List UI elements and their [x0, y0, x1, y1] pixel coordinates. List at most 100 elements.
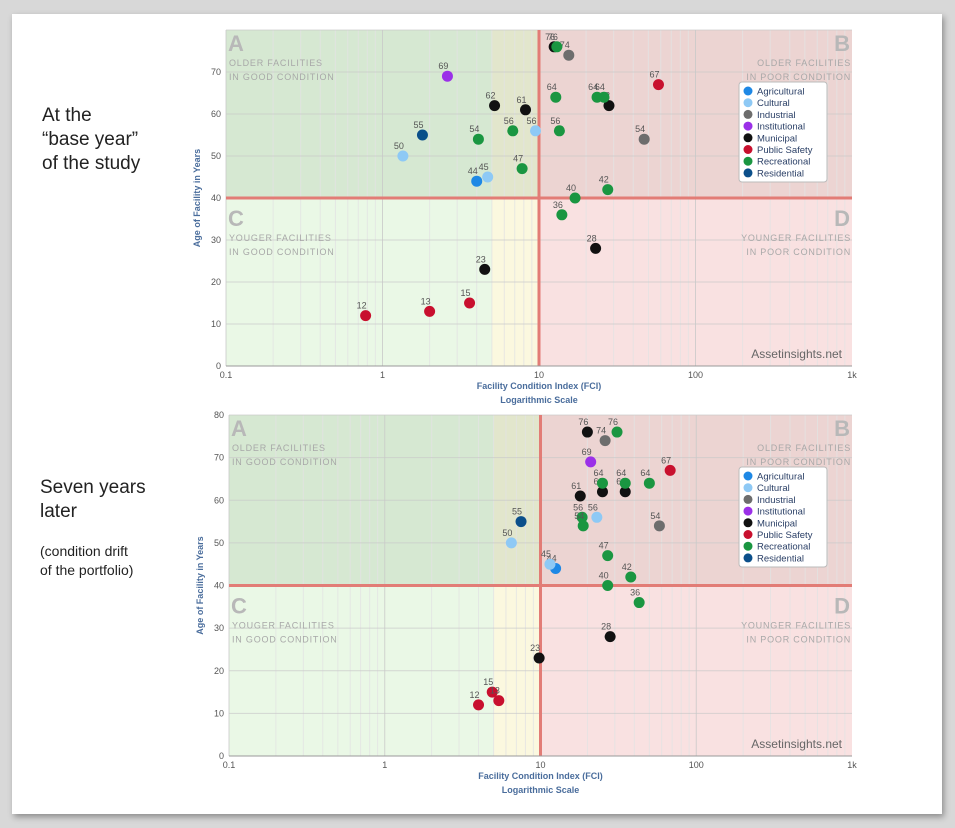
point-label: 44	[468, 166, 478, 176]
data-point	[590, 242, 602, 254]
y-tick-label: 60	[211, 109, 221, 119]
point-label: 64	[588, 82, 598, 92]
quadrant-a-letter: A	[228, 31, 244, 56]
data-point	[576, 511, 588, 523]
x-tick-label: 1k	[847, 370, 857, 380]
x-tick-label: 100	[688, 370, 703, 380]
point-label: 54	[469, 124, 479, 134]
data-point	[397, 150, 409, 162]
y-tick-label: 40	[214, 581, 224, 591]
data-point	[553, 125, 565, 137]
quadrant-b-caption: OLDER FACILITIES	[757, 443, 851, 453]
point-label: 40	[566, 183, 576, 193]
x-tick-label: 10	[534, 370, 544, 380]
point-label: 76	[545, 32, 555, 42]
data-point	[516, 163, 528, 175]
data-point	[544, 558, 556, 570]
data-point	[596, 486, 608, 498]
data-point	[360, 310, 372, 322]
legend-marker	[743, 109, 753, 119]
legend-label: Cultural	[757, 98, 790, 109]
x-tick-label: 1	[380, 370, 385, 380]
data-point	[643, 477, 655, 489]
quadrant-c-caption: YOUGER FACILITIES	[232, 621, 335, 631]
watermark: Assetinsights.net	[751, 347, 842, 361]
point-label: 76	[608, 417, 618, 427]
data-point	[530, 125, 542, 137]
data-point	[638, 133, 650, 145]
data-point	[581, 426, 593, 438]
point-label: 12	[470, 690, 480, 700]
quadrant-c-caption: IN GOOD CONDITION	[229, 247, 335, 257]
quadrant-a-caption: IN GOOD CONDITION	[232, 457, 338, 467]
x-tick-label: 1	[382, 760, 387, 770]
point-label: 54	[574, 511, 584, 521]
point-label: 23	[476, 254, 486, 264]
data-point	[489, 100, 501, 112]
legend-marker	[743, 156, 753, 166]
legend-label: Public Safety	[757, 145, 813, 156]
data-point	[486, 686, 498, 698]
legend-marker	[743, 553, 753, 563]
data-point	[652, 79, 664, 91]
x-tick-label: 0.1	[223, 760, 236, 770]
legend-label: Municipal	[757, 518, 797, 529]
point-label: 76	[548, 32, 558, 42]
bottom-caption: Seven years later	[40, 476, 146, 524]
x-axis-title: Facility Condition Index (FCI)	[477, 381, 602, 391]
point-label: 64	[595, 82, 605, 92]
y-tick-label: 80	[214, 410, 224, 420]
quadrant-c-caption: IN GOOD CONDITION	[232, 635, 338, 645]
bottom-note-line-1: (condition drift	[40, 543, 128, 559]
point-label: 40	[599, 571, 609, 581]
quadrant-d-caption: IN POOR CONDITION	[746, 635, 851, 645]
legend-marker	[743, 98, 753, 108]
point-label: 64	[640, 468, 650, 478]
legend-marker	[743, 145, 753, 154]
data-point	[625, 571, 637, 583]
data-point	[507, 125, 519, 137]
legend-marker	[743, 518, 753, 528]
data-point	[619, 477, 631, 489]
point-label: 56	[550, 116, 560, 126]
point-label: 23	[530, 643, 540, 653]
data-point	[602, 580, 614, 591]
legend-marker	[743, 168, 753, 178]
legend-label: Agricultural	[757, 87, 805, 98]
point-label: 42	[599, 175, 609, 185]
data-point	[653, 520, 665, 532]
y-tick-label: 0	[219, 751, 224, 761]
legend-label: Agricultural	[757, 472, 805, 483]
point-label: 15	[483, 677, 493, 687]
quadrant-a-caption: OLDER FACILITIES	[229, 58, 323, 68]
point-label: 36	[553, 200, 563, 210]
legend-label: Institutional	[757, 122, 805, 133]
data-point	[569, 192, 581, 204]
point-label: 74	[596, 426, 606, 436]
point-label: 69	[438, 61, 448, 71]
point-label: 74	[560, 40, 570, 50]
quadrant-c-letter: C	[228, 206, 244, 231]
data-point	[574, 490, 586, 502]
data-point	[520, 104, 532, 116]
legend-box	[738, 466, 828, 568]
data-point	[596, 477, 608, 489]
data-point	[493, 695, 505, 707]
point-label: 47	[599, 541, 609, 551]
point-label: 76	[578, 417, 588, 427]
point-label: 13	[421, 296, 431, 306]
data-point	[619, 486, 631, 498]
point-label: 61	[571, 481, 581, 491]
point-label: 56	[527, 116, 537, 126]
point-label: 64	[593, 468, 603, 478]
data-point	[416, 129, 428, 141]
legend-marker	[743, 494, 753, 504]
legend-marker	[743, 133, 753, 143]
quadrant-b-letter: B	[834, 416, 850, 441]
data-point	[473, 699, 485, 711]
quadrant-d-caption: IN POOR CONDITION	[746, 247, 851, 257]
data-point	[585, 456, 597, 468]
quadrant-d-letter: D	[834, 594, 850, 619]
data-point	[482, 171, 494, 183]
